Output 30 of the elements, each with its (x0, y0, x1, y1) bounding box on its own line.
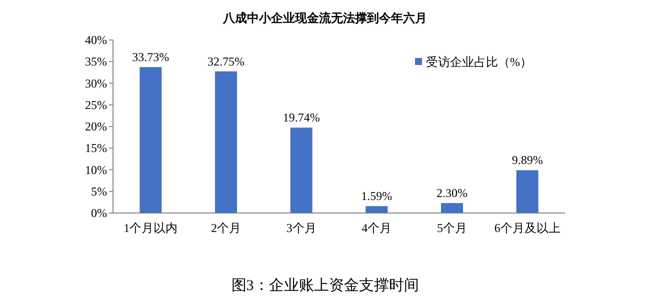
y-tick-label: 15% (85, 141, 107, 156)
x-tick-label: 3个月 (286, 221, 316, 235)
annotation: 图3：企业账上资金支撑时间 (231, 278, 419, 294)
bar (441, 203, 463, 213)
bar (516, 170, 538, 213)
title: 八成中小企业现金流无法撑到今年六月 (223, 11, 427, 25)
data-label: 1.59% (361, 189, 392, 204)
y-tick-label: 5% (91, 184, 107, 198)
bar (215, 71, 237, 213)
x-tick-label: 6个月及以上 (494, 221, 560, 235)
y-tick-label: 20% (85, 120, 107, 134)
x-tick-label: 2个月 (211, 221, 241, 235)
data-label: 19.74% (282, 110, 320, 125)
y-tick-label: 0% (91, 206, 107, 220)
data-label: 9.89% (512, 153, 543, 168)
y-tick-label: 35% (85, 54, 107, 69)
y-tick-label: 10% (85, 162, 107, 177)
bar (140, 67, 162, 213)
x-tick-label: 4个月 (362, 221, 392, 235)
y-tick-label: 25% (85, 98, 107, 112)
data-label: 2.30% (436, 186, 468, 200)
data-label: 32.75% (208, 54, 244, 68)
y-tick-label: 30% (85, 76, 107, 90)
x-tick-label: 5个月 (437, 221, 467, 235)
x-tick-label: 1个月以内 (124, 221, 178, 235)
data-label: 33.73% (132, 50, 170, 64)
bar (290, 128, 312, 213)
legend: 受访企业占比（%） (415, 55, 532, 69)
y-tick-label: 40% (85, 33, 107, 47)
bar (366, 206, 388, 213)
